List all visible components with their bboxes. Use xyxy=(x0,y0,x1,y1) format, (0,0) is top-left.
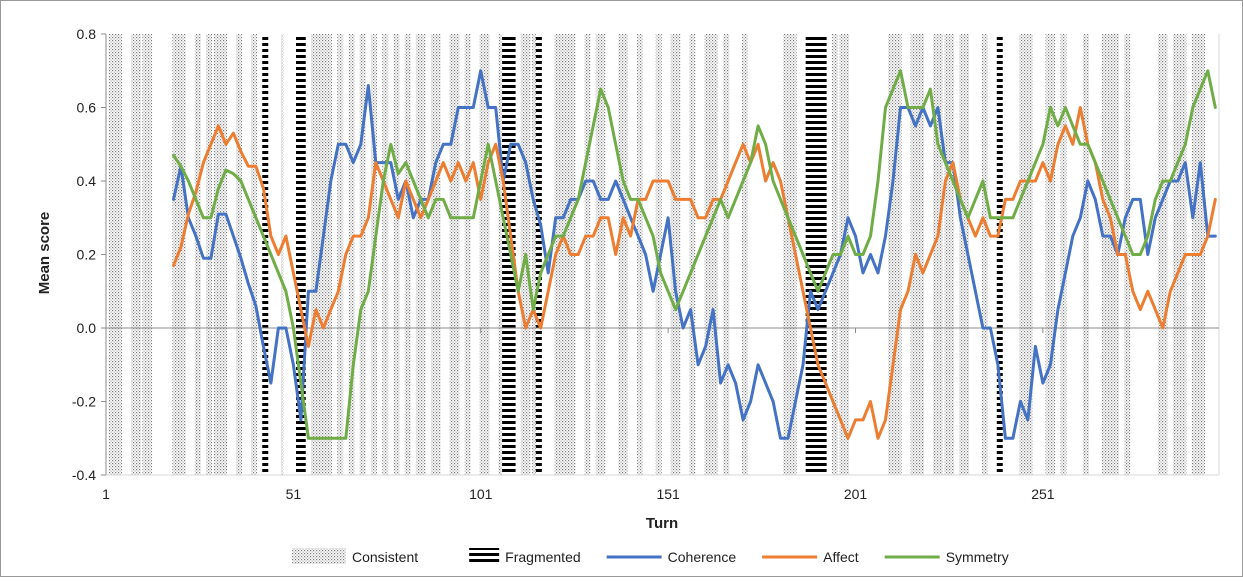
series-line-symmetry xyxy=(172,69,1217,440)
consistent-region xyxy=(741,34,748,475)
consistent-region xyxy=(689,34,696,475)
consistent-region xyxy=(783,34,797,475)
consistent-region xyxy=(910,34,925,475)
y-tick-label: -0.2 xyxy=(72,394,96,410)
consistent-region xyxy=(1082,34,1089,475)
consistent-region xyxy=(337,34,344,475)
x-tick-label: 101 xyxy=(469,486,493,502)
legend-label-affect: Affect xyxy=(823,549,859,565)
consistent-region xyxy=(1124,34,1131,475)
consistent-region xyxy=(1060,34,1067,475)
consistent-region xyxy=(637,34,644,475)
x-tick-label: 201 xyxy=(844,486,868,502)
y-tick-label: 0.0 xyxy=(77,320,97,336)
consistent-region xyxy=(430,34,441,475)
consistent-region xyxy=(404,34,411,475)
consistent-region xyxy=(213,34,228,475)
x-tick-label: 151 xyxy=(656,486,680,502)
x-axis-title: Turn xyxy=(646,515,678,532)
legend-label-fragmented: Fragmented xyxy=(505,549,580,565)
consistent-region xyxy=(723,34,730,475)
x-tick-label: 251 xyxy=(1031,486,1055,502)
consistent-region xyxy=(670,34,681,475)
consistent-region xyxy=(281,34,284,475)
consistent-region xyxy=(888,34,902,475)
consistent-region xyxy=(554,34,576,475)
y-tick-label: 0.2 xyxy=(77,247,97,263)
legend-label-consistent: Consistent xyxy=(352,549,418,565)
consistent-region xyxy=(655,34,662,475)
consistent-region xyxy=(1045,34,1056,475)
y-axis-title: Mean score xyxy=(36,212,53,295)
fragmented-region xyxy=(262,34,269,475)
consistent-region xyxy=(944,34,955,475)
consistent-region xyxy=(981,34,988,475)
consistent-region xyxy=(359,34,366,475)
consistent-region xyxy=(479,34,490,475)
legend-swatch-consistent xyxy=(292,548,346,564)
consistent-region xyxy=(131,34,141,475)
consistent-region xyxy=(393,34,400,475)
consistent-region xyxy=(1101,34,1119,475)
consistent-region xyxy=(595,34,606,475)
y-tick-label: 0.8 xyxy=(77,26,97,42)
series-line-coherence xyxy=(172,69,1217,440)
consistent-region xyxy=(1172,34,1187,475)
consistent-region xyxy=(839,34,850,475)
consistent-region xyxy=(348,34,355,475)
consistent-region xyxy=(933,34,943,475)
consistent-region xyxy=(1157,34,1168,475)
consistent-region xyxy=(959,34,970,475)
fragmented-region xyxy=(535,34,542,475)
consistent-region xyxy=(618,34,629,475)
x-tick-label: 51 xyxy=(286,486,302,502)
x-tick-label: 1 xyxy=(102,486,110,502)
consistent-region xyxy=(194,34,201,475)
consistent-region xyxy=(142,34,153,475)
consistent-region xyxy=(251,34,258,475)
legend-swatch-fragmented xyxy=(469,548,500,564)
consistent-region xyxy=(108,34,123,475)
legend-label-symmetry: Symmetry xyxy=(946,549,1009,565)
fragmented-region xyxy=(295,34,306,475)
y-tick-label: 0.6 xyxy=(77,100,97,116)
consistent-region xyxy=(704,34,718,475)
series-line-affect xyxy=(172,106,1217,440)
legend-label-coherence: Coherence xyxy=(668,549,737,565)
consistent-region xyxy=(382,34,389,475)
consistent-region xyxy=(206,34,213,475)
consistent-region xyxy=(464,34,471,475)
consistent-region xyxy=(584,34,591,475)
consistent-region xyxy=(449,34,460,475)
consistent-region xyxy=(1019,34,1033,475)
consistent-region xyxy=(498,34,505,475)
y-tick-label: -0.4 xyxy=(72,467,96,483)
legend: Consistent Fragmented Coherence Affect Symme… xyxy=(292,548,1009,565)
consistent-region xyxy=(415,34,426,475)
y-tick-label: 0.4 xyxy=(77,173,97,189)
fragmented-region xyxy=(996,34,1003,475)
fragmented-region xyxy=(805,34,827,475)
